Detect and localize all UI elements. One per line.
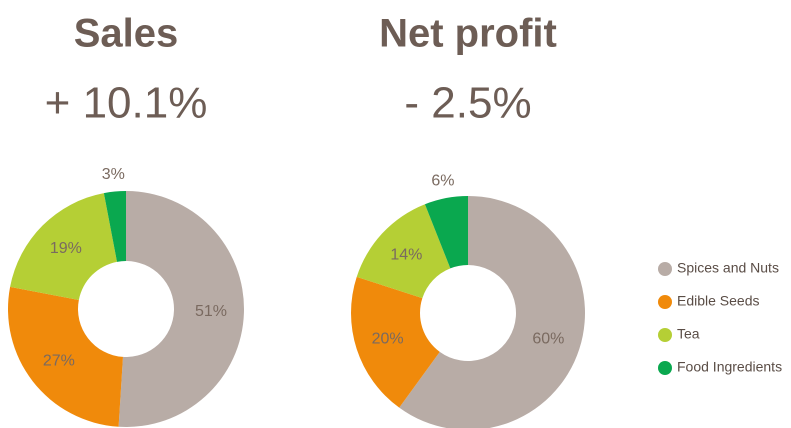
slice xyxy=(399,196,585,428)
slice xyxy=(7,286,123,427)
slice xyxy=(10,193,118,301)
legend-swatch xyxy=(658,295,672,309)
legend-label: Spices and Nuts xyxy=(677,260,779,276)
chart-title: Sales xyxy=(74,12,179,56)
data-label: 6% xyxy=(431,173,454,190)
legend-swatch xyxy=(658,361,672,375)
slice xyxy=(103,191,126,262)
legend-label: Tea xyxy=(677,326,700,342)
data-label: 20% xyxy=(372,330,404,347)
data-label: 27% xyxy=(43,352,75,369)
chart-title: Net profit xyxy=(379,12,557,56)
data-label: 51% xyxy=(195,303,227,320)
slice xyxy=(118,191,245,427)
data-label: 14% xyxy=(390,246,422,263)
data-label: 60% xyxy=(532,330,564,347)
slice xyxy=(356,204,451,299)
legend-swatch xyxy=(658,262,672,276)
data-label: 19% xyxy=(50,240,82,257)
chart-subtitle: - 2.5% xyxy=(404,79,531,128)
legend-swatch xyxy=(658,328,672,342)
slice xyxy=(350,276,440,408)
data-label: 3% xyxy=(102,166,125,183)
legend-label: Food Ingredients xyxy=(677,359,782,375)
chart-subtitle: + 10.1% xyxy=(45,79,208,128)
slice xyxy=(424,196,468,269)
legend-label: Edible Seeds xyxy=(677,293,760,309)
